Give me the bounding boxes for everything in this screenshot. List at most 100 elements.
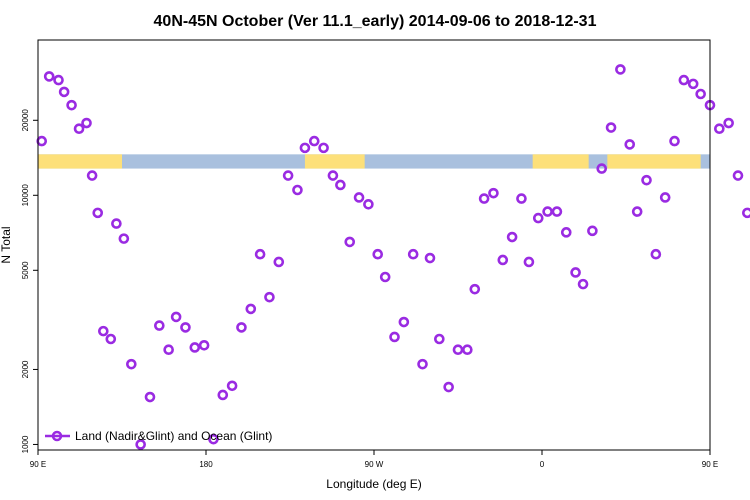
data-point [53, 74, 64, 86]
data-point [488, 187, 499, 199]
map-strip [38, 154, 710, 169]
data-point [669, 135, 680, 147]
data-point [570, 267, 581, 278]
data-point [624, 139, 636, 150]
data-point [111, 218, 122, 229]
y-tick-label: 5000 [21, 261, 30, 279]
data-point [497, 254, 509, 266]
legend-label: Land (Nadir&Glint) and Ocean (Glint) [75, 429, 272, 443]
x-tick-label: 90 E [702, 460, 718, 469]
legend-marker [51, 430, 63, 442]
data-point [105, 333, 117, 345]
data-point [180, 322, 191, 333]
data-point [163, 344, 174, 356]
data-point [587, 225, 598, 237]
data-point [695, 88, 706, 100]
data-point [86, 170, 98, 181]
data-point [742, 207, 750, 219]
data-point [723, 117, 734, 129]
map-strip-land [607, 154, 701, 169]
data-point [389, 331, 400, 343]
data-point [189, 342, 201, 353]
data-point [424, 252, 436, 264]
x-axis-label: Longitude (deg E) [326, 477, 421, 491]
x-tick-label: 180 [199, 460, 213, 469]
data-point [523, 256, 535, 268]
data-point [532, 212, 544, 224]
data-point [308, 135, 320, 147]
data-point [714, 123, 725, 135]
data-point [363, 199, 374, 210]
data-point [678, 74, 690, 86]
data-point [560, 227, 572, 238]
data-point [443, 381, 454, 393]
data-point [462, 344, 473, 356]
data-point [434, 333, 445, 345]
data-point [245, 303, 257, 315]
data-point [506, 231, 518, 243]
data-point [650, 248, 662, 260]
plot-frame [37, 39, 711, 451]
data-point [81, 117, 92, 129]
x-axis-ticks: 90 E 180 90 W 0 90 E [30, 450, 718, 469]
data-point [299, 142, 311, 154]
data-point [516, 193, 527, 204]
data-point [43, 71, 55, 82]
data-point [659, 192, 671, 203]
data-point [58, 86, 70, 98]
data-point [292, 184, 303, 196]
data-points [36, 64, 750, 450]
data-point [641, 174, 652, 186]
data-point [36, 135, 48, 147]
data-point [379, 271, 391, 283]
data-point [226, 380, 238, 392]
data-point [542, 206, 553, 217]
y-tick-label: 20000 [21, 109, 30, 132]
data-point [344, 236, 356, 248]
data-point [615, 64, 626, 75]
data-point [372, 248, 384, 260]
data-point [631, 206, 643, 217]
data-point [118, 233, 130, 244]
x-tick-label: 90 W [365, 460, 384, 469]
data-point [154, 320, 165, 331]
data-point [596, 163, 608, 174]
data-point [318, 142, 329, 154]
y-tick-label: 2000 [21, 360, 30, 378]
data-point [282, 170, 294, 181]
y-axis-label: N Total [0, 226, 13, 263]
data-point [254, 248, 266, 260]
data-point [353, 192, 365, 203]
data-point [577, 278, 589, 290]
data-point [605, 122, 617, 133]
map-strip-land [38, 154, 122, 169]
data-point [478, 193, 490, 204]
map-strip-land [532, 154, 589, 169]
data-point [236, 322, 247, 333]
data-point [66, 99, 77, 111]
legend: Land (Nadir&Glint) and Ocean (Glint) [45, 429, 272, 443]
data-point [417, 358, 428, 370]
y-axis-ticks: 1000 2000 5000 10000 20000 [21, 109, 38, 453]
data-point [92, 207, 104, 219]
data-point [170, 311, 182, 323]
y-tick-label: 10000 [21, 184, 30, 207]
data-point [198, 339, 210, 351]
map-strip-land [304, 154, 365, 169]
data-point [687, 78, 699, 90]
data-point [264, 291, 275, 303]
y-tick-label: 1000 [21, 435, 30, 453]
data-point [73, 123, 85, 135]
data-point [469, 283, 481, 295]
data-point [144, 391, 156, 403]
data-point [407, 248, 419, 260]
x-tick-label: 90 E [30, 460, 46, 469]
data-point [327, 170, 339, 181]
data-point [98, 325, 109, 337]
data-point [335, 179, 346, 191]
data-point [732, 170, 744, 181]
data-point [126, 358, 137, 370]
chart-title: 40N-45N October (Ver 11.1_early) 2014-09… [154, 13, 597, 30]
x-tick-label: 0 [540, 460, 545, 469]
